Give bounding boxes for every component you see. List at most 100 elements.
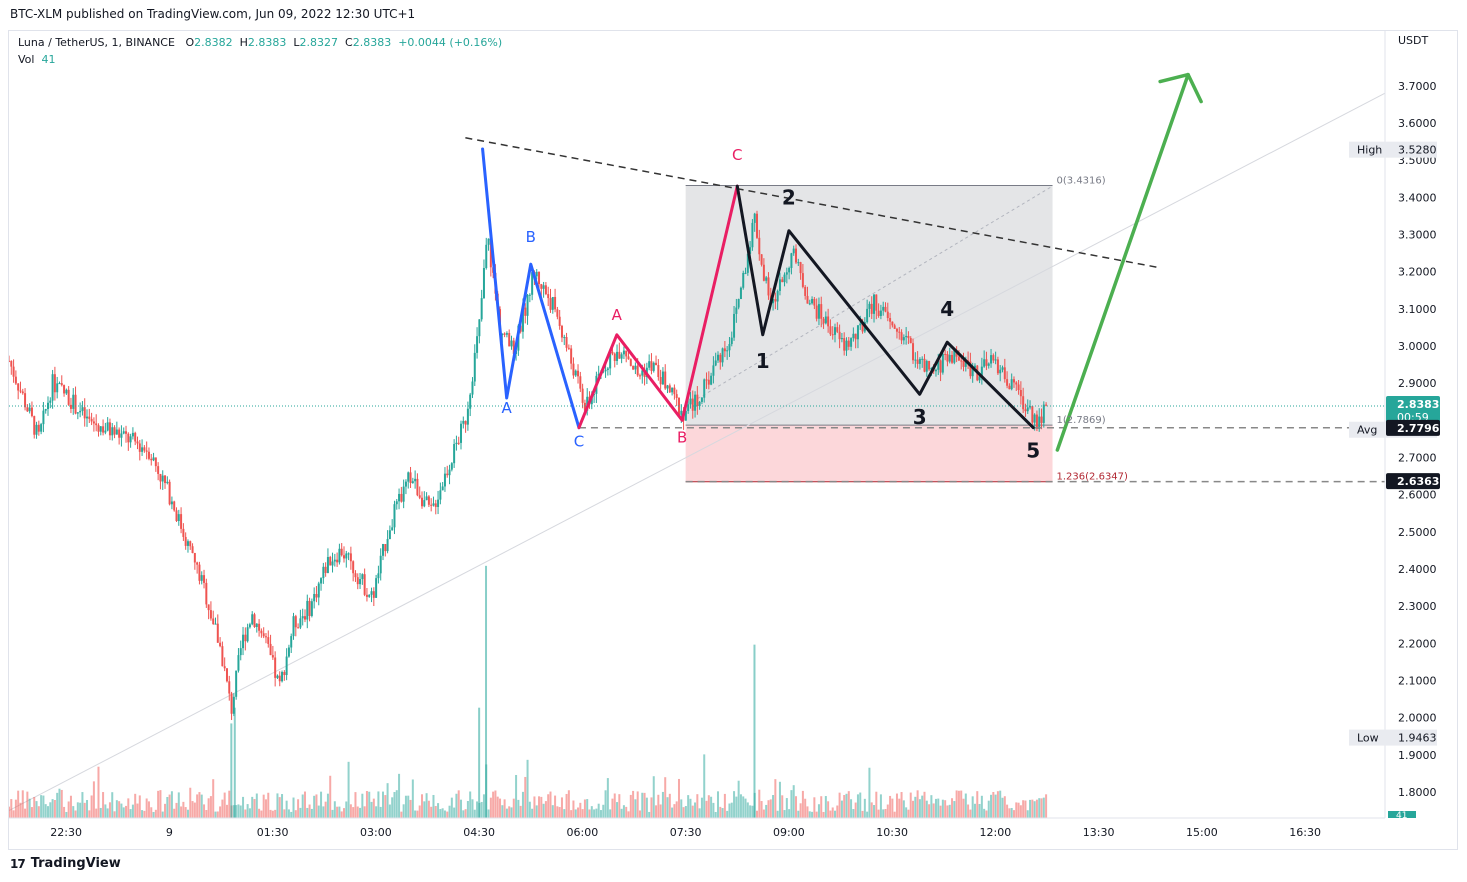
- candle-body: [414, 478, 417, 482]
- candle-body: [450, 463, 453, 470]
- volume-bar: [535, 805, 538, 818]
- volume-bar: [641, 792, 644, 818]
- volume-bar: [466, 801, 469, 818]
- candle-body: [528, 294, 531, 296]
- volume-bar: [418, 805, 421, 818]
- volume-bar: [668, 793, 671, 818]
- candle-body: [349, 553, 352, 562]
- candle-body: [875, 294, 878, 311]
- volume-bar: [861, 810, 864, 818]
- volume-bar: [510, 807, 513, 818]
- volume-bar: [528, 801, 531, 818]
- volume-bar: [258, 808, 261, 818]
- volume-bar: [856, 794, 859, 818]
- wave-label-5: 5: [1026, 438, 1040, 462]
- volume-bar: [544, 801, 547, 818]
- fib-zone-lower: [685, 425, 1053, 482]
- volume-bar: [492, 791, 495, 818]
- volume-bar: [707, 795, 710, 818]
- candle-body: [501, 333, 504, 336]
- wave-impulse-12345[interactable]: [735, 184, 1035, 430]
- candle-body: [538, 271, 541, 285]
- symbol-name[interactable]: Luna / TetherUS, 1, BINANCE: [18, 36, 175, 49]
- candle-body: [694, 394, 697, 411]
- candle-body: [407, 472, 410, 482]
- candle-body: [657, 365, 660, 378]
- candle-body: [398, 493, 401, 502]
- volume-bar: [756, 810, 759, 818]
- volume-bar: [269, 809, 272, 818]
- volume-bar: [983, 808, 986, 818]
- candle-body: [28, 407, 31, 412]
- volume-bar: [599, 810, 602, 818]
- wave-blue-abc[interactable]: [481, 147, 581, 430]
- volume-bar: [616, 802, 619, 818]
- candle-body: [889, 318, 892, 322]
- volume-bar: [542, 803, 545, 818]
- volume-bar: [891, 798, 894, 818]
- volume-bar: [971, 796, 974, 818]
- volume-bar: [283, 809, 286, 818]
- candle-body: [81, 407, 84, 411]
- candle-body: [404, 481, 407, 487]
- price-tick: 3.6000: [1398, 117, 1437, 130]
- wave-pink-abc[interactable]: [577, 184, 739, 430]
- candle-body: [421, 497, 424, 507]
- volume-bar: [115, 800, 118, 818]
- candle-body: [893, 325, 896, 329]
- candle-body: [822, 318, 825, 324]
- candle-body: [299, 618, 302, 628]
- candle-body: [285, 656, 288, 676]
- candle-body: [689, 398, 692, 405]
- candle-body: [1042, 404, 1045, 423]
- candle-body: [957, 356, 960, 361]
- candle-body: [827, 316, 830, 327]
- candle-body: [1029, 406, 1032, 408]
- volume-bar: [297, 799, 300, 818]
- volume-bar: [301, 794, 304, 818]
- candle-body: [342, 555, 345, 559]
- candle-body: [788, 267, 791, 273]
- volume-bar: [409, 799, 412, 818]
- volume-bar: [134, 793, 137, 818]
- volume-bar: [873, 805, 876, 818]
- candle-body: [487, 238, 490, 245]
- volume-bar: [74, 810, 77, 818]
- candle-body: [44, 409, 47, 411]
- candle-body: [946, 354, 949, 362]
- volume-bar: [214, 811, 217, 818]
- volume-bar: [356, 806, 359, 818]
- volume-bar: [129, 809, 132, 818]
- volume-bar: [788, 809, 791, 818]
- time-tick: 12:00: [980, 826, 1012, 839]
- volume-bar: [166, 797, 169, 818]
- tradingview-logo[interactable]: 17 TradingView: [10, 856, 121, 871]
- volume-bar: [1024, 800, 1027, 818]
- candle-body: [193, 553, 196, 563]
- stat-tag-high: [1349, 141, 1437, 158]
- candle-body: [951, 354, 954, 363]
- candle-body: [386, 539, 389, 552]
- candle-body: [12, 366, 15, 377]
- candle-body: [907, 335, 910, 339]
- candle-body: [978, 376, 981, 381]
- volume-bar: [519, 805, 522, 818]
- volume-bar: [246, 804, 249, 818]
- volume-bar: [1015, 802, 1018, 818]
- volume-bar: [86, 800, 89, 818]
- candle-body: [707, 379, 710, 385]
- volume-bar: [168, 794, 171, 818]
- volume-bar: [840, 800, 843, 818]
- candle-body: [886, 311, 889, 319]
- volume-bar: [184, 807, 187, 818]
- candle-body: [60, 383, 63, 386]
- volume-bar: [742, 796, 745, 818]
- candle-body: [292, 616, 295, 637]
- volume-bar: [540, 796, 543, 818]
- wave-label-a: A: [502, 399, 513, 417]
- wave-projection[interactable]: [1055, 72, 1190, 452]
- candle-body: [900, 332, 903, 341]
- candle-body: [83, 407, 86, 419]
- volume-bar: [554, 795, 557, 818]
